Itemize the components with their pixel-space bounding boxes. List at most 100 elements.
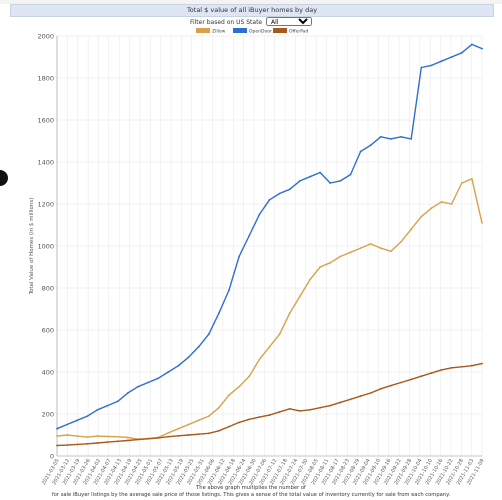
y-tick-label: 0 (50, 452, 54, 460)
data-point-zillow (106, 435, 109, 438)
data-point-offerpad (460, 365, 463, 368)
data-point-offerpad (116, 440, 119, 443)
state-select[interactable]: All (266, 17, 313, 26)
data-point-opendoor (137, 385, 139, 388)
footnote-line-1: The above graph multiplies the number of (196, 485, 306, 491)
data-point-offerpad (430, 372, 433, 374)
data-point-offerpad (470, 364, 473, 367)
data-point-zillow (177, 427, 180, 430)
data-point-opendoor (248, 234, 251, 237)
data-point-zillow (481, 222, 483, 224)
data-point-offerpad (137, 438, 139, 441)
data-point-offerpad (410, 378, 413, 381)
data-point-offerpad (400, 381, 402, 384)
data-point-offerpad (359, 395, 362, 398)
data-point-opendoor (177, 364, 180, 367)
y-tick-label: 600 (42, 326, 54, 334)
y-tick-label: 1600 (37, 116, 54, 124)
data-point-opendoor (470, 43, 473, 46)
data-point-zillow (420, 215, 423, 218)
data-point-offerpad (106, 441, 109, 444)
y-tick-label: 800 (42, 284, 54, 292)
y-tick-label: 1000 (37, 242, 54, 250)
data-point-opendoor (339, 180, 342, 182)
data-point-offerpad (268, 414, 271, 416)
data-point-zillow (167, 432, 170, 434)
data-point-zillow (470, 177, 473, 180)
y-tick-label: 1400 (37, 158, 54, 166)
data-point-offerpad (319, 406, 321, 409)
data-point-offerpad (309, 408, 311, 411)
data-point-offerpad (76, 443, 79, 446)
data-point-opendoor (430, 64, 433, 67)
data-point-offerpad (481, 362, 483, 365)
data-point-opendoor (369, 144, 372, 147)
data-point-opendoor (390, 138, 392, 140)
data-point-opendoor (450, 56, 453, 58)
data-point-opendoor (349, 173, 352, 176)
data-point-opendoor (460, 51, 463, 54)
data-point-zillow (309, 278, 311, 281)
data-point-zillow (440, 201, 443, 203)
y-tick-label: 400 (42, 368, 54, 376)
data-point-opendoor (76, 419, 79, 422)
data-point-opendoor (319, 171, 321, 174)
data-point-offerpad (126, 439, 129, 442)
legend-label-zillow: Zillow (212, 28, 226, 34)
y-tick-label: 200 (42, 410, 54, 418)
data-point-opendoor (116, 400, 119, 403)
data-point-opendoor (106, 404, 109, 407)
data-point-zillow (369, 243, 372, 245)
y-tick-label: 2000 (37, 32, 54, 40)
data-point-opendoor (147, 381, 149, 384)
data-point-offerpad (218, 429, 220, 432)
legend-label-offerpad: OfferPad (289, 28, 309, 34)
data-point-opendoor (400, 135, 402, 138)
chart-title-bar: Total $ value of all iBuyer homes by day (10, 4, 494, 17)
filter-label: Filter based on US State (189, 19, 263, 26)
data-point-opendoor (410, 138, 413, 140)
legend-swatch-offerpad (273, 28, 287, 33)
footnote: The above graph multiplies the number of… (0, 485, 502, 498)
data-point-offerpad (147, 437, 149, 440)
data-point-offerpad (167, 435, 170, 438)
data-point-zillow (218, 406, 220, 409)
data-point-opendoor (258, 213, 261, 216)
series-line-zillow (56, 178, 483, 440)
series-line-opendoor (56, 43, 483, 430)
data-point-offerpad (278, 411, 281, 413)
data-point-opendoor (278, 192, 281, 195)
data-point-zillow (207, 415, 210, 417)
data-point-offerpad (440, 369, 443, 371)
legend-swatch-zillow (196, 28, 210, 33)
data-point-opendoor (309, 175, 311, 178)
data-point-offerpad (86, 442, 89, 445)
data-point-opendoor (268, 198, 271, 201)
data-point-offerpad (197, 433, 200, 436)
edge-dot-decoration (0, 170, 8, 186)
data-point-zillow (258, 358, 261, 361)
data-point-opendoor (167, 371, 170, 373)
data-point-opendoor (126, 392, 129, 394)
data-point-offerpad (157, 437, 160, 439)
data-point-opendoor (56, 427, 58, 430)
data-point-zillow (126, 436, 129, 439)
data-point-opendoor (228, 289, 230, 291)
y-axis-label: Total Value of Homes (in $ millions) (29, 198, 35, 296)
data-point-offerpad (329, 404, 332, 407)
data-point-opendoor (481, 47, 483, 50)
legend-swatch-opendoor (233, 28, 247, 33)
data-point-zillow (379, 247, 382, 250)
data-point-opendoor (66, 423, 69, 426)
data-point-opendoor (440, 60, 443, 63)
data-point-zillow (339, 255, 342, 258)
data-point-offerpad (349, 398, 352, 401)
data-point-opendoor (329, 182, 332, 184)
data-point-zillow (248, 375, 251, 378)
data-point-zillow (319, 266, 321, 268)
data-point-zillow (298, 295, 301, 298)
data-point-opendoor (187, 356, 190, 359)
data-point-zillow (329, 261, 332, 264)
data-point-opendoor (218, 312, 220, 315)
